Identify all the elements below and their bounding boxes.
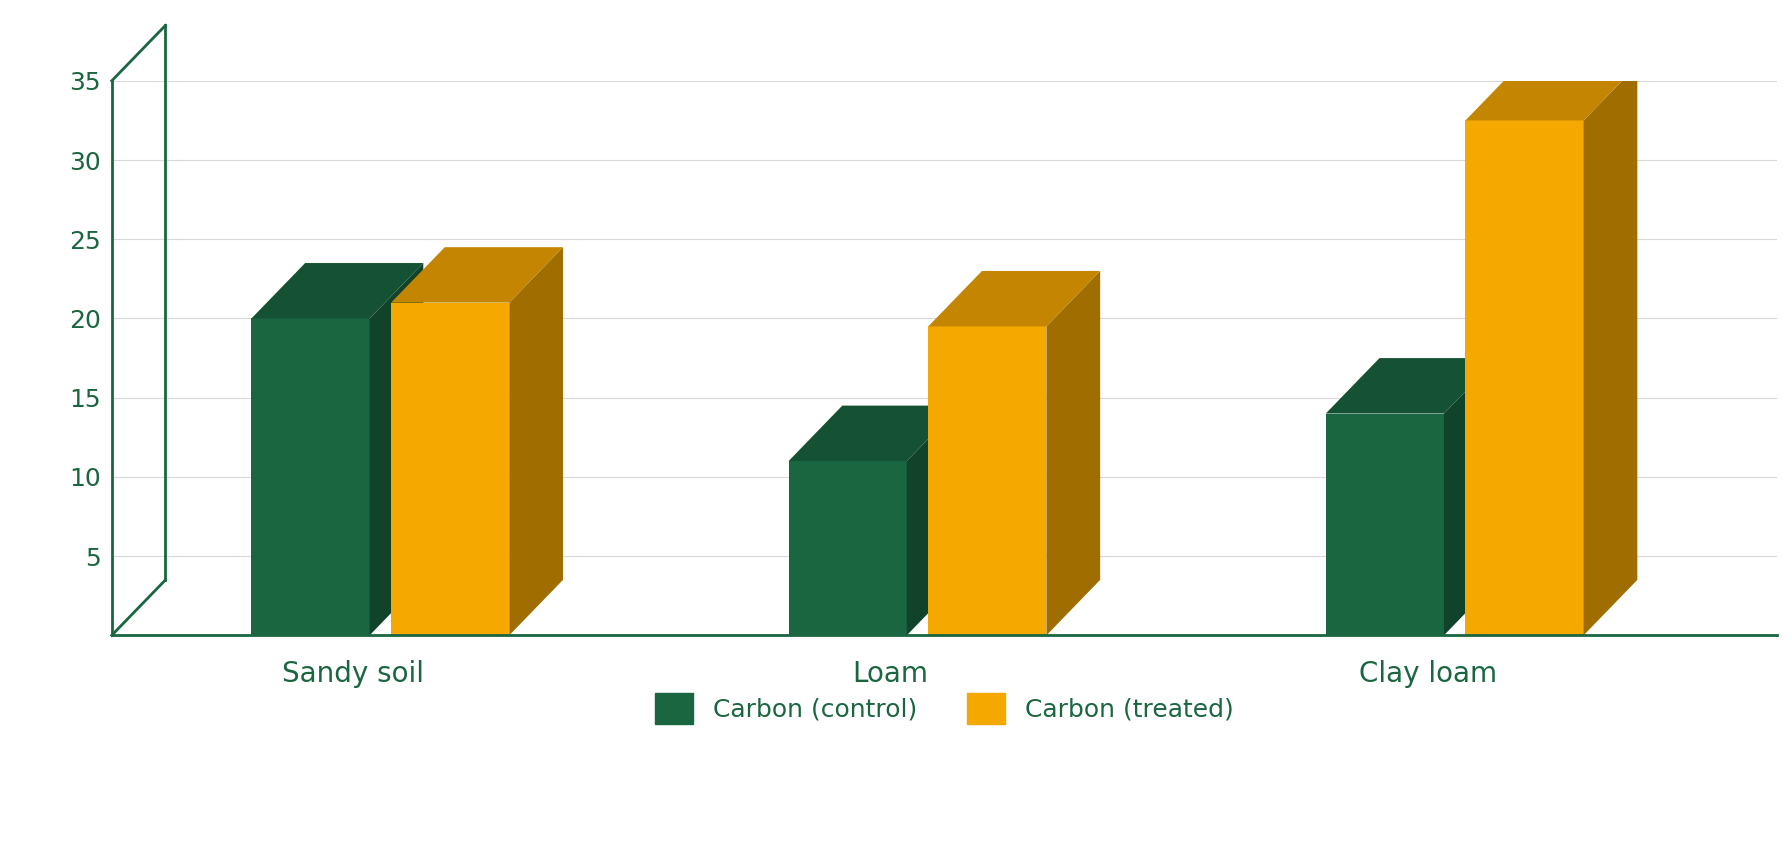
Polygon shape bbox=[928, 271, 1100, 327]
Polygon shape bbox=[788, 461, 907, 635]
Polygon shape bbox=[509, 247, 563, 635]
Polygon shape bbox=[1326, 414, 1444, 635]
Polygon shape bbox=[788, 405, 961, 461]
Polygon shape bbox=[391, 303, 509, 635]
Polygon shape bbox=[1444, 358, 1498, 635]
Polygon shape bbox=[369, 263, 423, 635]
Polygon shape bbox=[1466, 65, 1638, 121]
Polygon shape bbox=[1584, 65, 1638, 635]
Polygon shape bbox=[1326, 358, 1498, 414]
Legend: Carbon (control), Carbon (treated): Carbon (control), Carbon (treated) bbox=[645, 683, 1244, 734]
Polygon shape bbox=[251, 263, 423, 318]
Polygon shape bbox=[928, 327, 1047, 635]
Polygon shape bbox=[391, 247, 563, 303]
Polygon shape bbox=[907, 405, 961, 635]
Polygon shape bbox=[1466, 121, 1584, 635]
Polygon shape bbox=[251, 318, 369, 635]
Polygon shape bbox=[1047, 271, 1100, 635]
